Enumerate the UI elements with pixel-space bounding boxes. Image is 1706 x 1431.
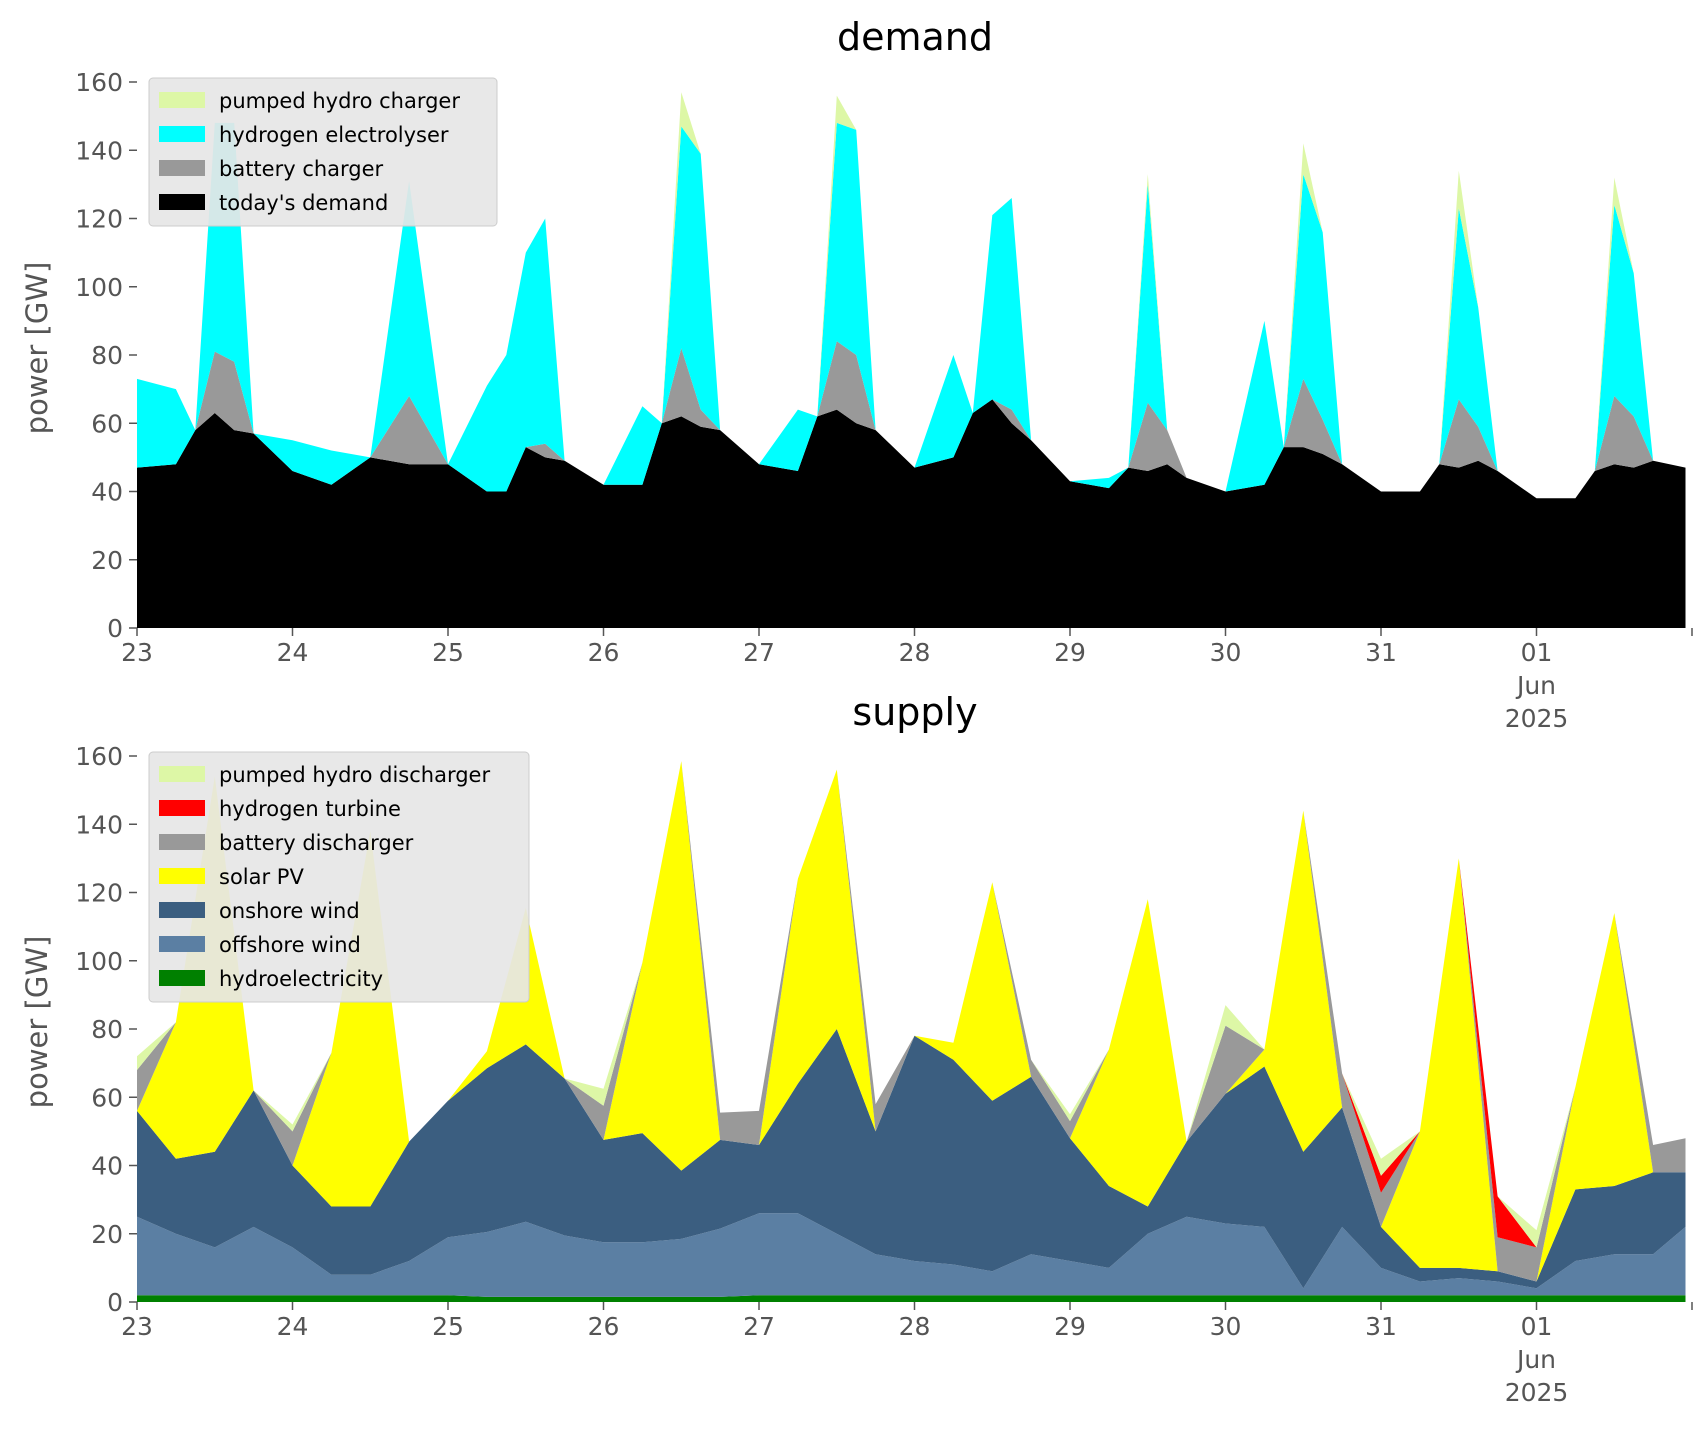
x-tick-sublabel: 2025 xyxy=(1505,1378,1569,1407)
area-hydrogen-electrolyser xyxy=(137,122,1686,499)
legend-label: hydrogen turbine xyxy=(219,797,401,821)
y-tick-label: 80 xyxy=(91,1015,123,1044)
x-tick-label: 26 xyxy=(588,638,620,667)
x-tick-label: 31 xyxy=(1365,1312,1397,1341)
y-tick-label: 140 xyxy=(75,810,123,839)
legend-swatch xyxy=(159,936,205,952)
y-tick-label: 80 xyxy=(91,341,123,370)
supply-chart: supply power [GW] 0 20 40 60 80 100 120 140 160 2… xyxy=(20,690,1693,1407)
chart-title: supply xyxy=(852,690,977,734)
legend-label: battery charger xyxy=(219,157,384,181)
x-tick-sublabel: Jun xyxy=(1515,1345,1556,1374)
x-tick-label: 01 xyxy=(1521,638,1553,667)
x-tick-label: 24 xyxy=(277,638,309,667)
area-onshore-wind xyxy=(137,1029,1686,1289)
y-tick-label: 60 xyxy=(91,409,123,438)
legend-swatch xyxy=(159,800,205,816)
y-axis-label: power [GW] xyxy=(20,262,54,435)
x-tick-label: 26 xyxy=(588,1312,620,1341)
x-tick-label: 30 xyxy=(1210,638,1242,667)
y-tick-label: 120 xyxy=(75,879,123,908)
legend-swatch xyxy=(159,834,205,850)
legend-label: hydrogen electrolyser xyxy=(219,123,449,147)
axis-ticks: 0 20 40 60 80 100 120 140 160 23 24 25 26 27 28 29 30 31 0… xyxy=(75,742,1693,1407)
x-tick-sublabel: Jun xyxy=(1515,671,1556,700)
x-tick-label: 31 xyxy=(1365,638,1397,667)
legend-label: today's demand xyxy=(219,191,388,215)
legend-swatch xyxy=(159,868,205,884)
area-solar-pv xyxy=(137,761,1686,1282)
legend-label: offshore wind xyxy=(219,933,361,957)
y-tick-label: 0 xyxy=(107,1288,123,1317)
legend-swatch xyxy=(159,92,205,108)
demand-chart: demand power [GW] 0 20 40 60 80 100 120 140 160 2… xyxy=(20,15,1693,733)
y-tick-label: 160 xyxy=(75,68,123,97)
legend-label: onshore wind xyxy=(219,899,360,923)
legend: pumped hydro discharger hydrogen turbine b… xyxy=(148,751,530,1003)
x-tick-label: 25 xyxy=(432,638,464,667)
area-offshore-wind xyxy=(137,1213,1686,1297)
legend-box xyxy=(148,77,498,227)
y-axis-label: power [GW] xyxy=(20,936,54,1109)
x-tick-sublabel: 2025 xyxy=(1505,704,1569,733)
legend-swatch xyxy=(159,160,205,176)
x-tick-label: 01 xyxy=(1521,1312,1553,1341)
legend: pumped hydro charger hydrogen electrolyse… xyxy=(148,77,498,227)
legend-swatch xyxy=(159,902,205,918)
legend-swatch xyxy=(159,194,205,210)
x-tick-label: 29 xyxy=(1054,638,1086,667)
y-tick-label: 20 xyxy=(91,1220,123,1249)
axis-ticks: 0 20 40 60 80 100 120 140 160 23 24 25 26 27 28 29 30 31 0… xyxy=(75,68,1693,733)
x-tick-label: 28 xyxy=(899,1312,931,1341)
y-tick-label: 100 xyxy=(75,273,123,302)
y-tick-label: 160 xyxy=(75,742,123,771)
y-tick-label: 100 xyxy=(75,947,123,976)
x-tick-label: 24 xyxy=(277,1312,309,1341)
x-tick-label: 28 xyxy=(899,638,931,667)
legend-swatch xyxy=(159,766,205,782)
x-tick-label: 30 xyxy=(1210,1312,1242,1341)
y-tick-label: 60 xyxy=(91,1083,123,1112)
legend-label: pumped hydro discharger xyxy=(219,763,490,787)
y-tick-label: 0 xyxy=(107,614,123,643)
area-layers xyxy=(137,761,1686,1302)
y-tick-label: 40 xyxy=(91,478,123,507)
y-tick-label: 140 xyxy=(75,136,123,165)
y-tick-label: 40 xyxy=(91,1152,123,1181)
area-layers xyxy=(137,92,1686,628)
chart-title: demand xyxy=(837,15,993,59)
x-tick-label: 23 xyxy=(121,1312,153,1341)
legend-label: solar PV xyxy=(219,865,304,889)
legend-swatch xyxy=(159,126,205,142)
y-tick-label: 20 xyxy=(91,546,123,575)
area-hydroelectricity xyxy=(137,1295,1686,1302)
x-tick-label: 25 xyxy=(432,1312,464,1341)
x-tick-label: 29 xyxy=(1054,1312,1086,1341)
legend-swatch xyxy=(159,970,205,986)
legend-label: battery discharger xyxy=(219,831,414,855)
legend-label: pumped hydro charger xyxy=(219,89,460,113)
y-tick-label: 120 xyxy=(75,205,123,234)
legend-box xyxy=(148,751,530,1003)
area-today-s-demand xyxy=(137,399,1686,628)
x-tick-label: 27 xyxy=(743,1312,775,1341)
x-tick-label: 23 xyxy=(121,638,153,667)
x-tick-label: 27 xyxy=(743,638,775,667)
legend-label: hydroelectricity xyxy=(219,967,383,991)
